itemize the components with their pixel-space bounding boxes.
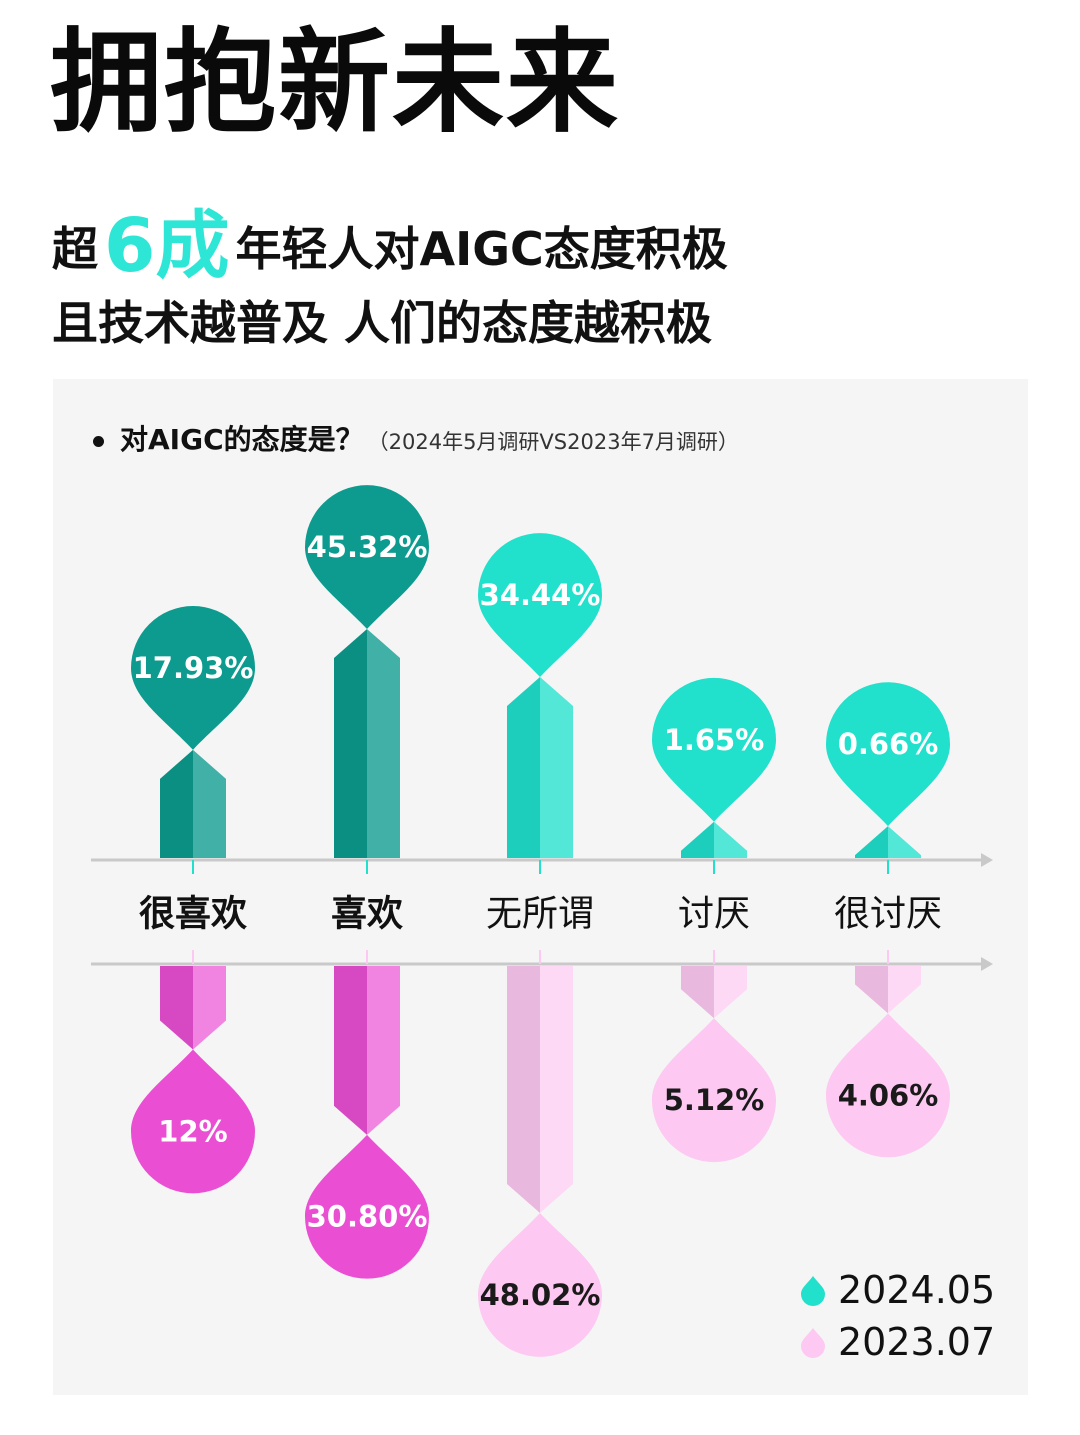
bar-right-face xyxy=(540,966,573,1213)
data-label: 1.65% xyxy=(664,723,765,757)
axis-arrow-icon xyxy=(981,853,993,867)
chart-panel: 对AIGC的态度是？ （2024年5月调研VS2023年7月调研） 很喜欢 喜欢 无所… xyxy=(53,379,1028,1395)
chart-question: 对AIGC的态度是？ （2024年5月调研VS2023年7月调研） xyxy=(93,422,739,462)
bar-left-face xyxy=(334,629,367,858)
value-drop xyxy=(305,485,429,629)
legend-label: 2023.07 xyxy=(838,1320,995,1364)
headline-suffix: 年轻人对AIGC态度积极 xyxy=(235,222,728,276)
category-label: 讨厌 xyxy=(678,894,750,935)
bar-right-face xyxy=(193,749,226,858)
value-drop xyxy=(826,1013,950,1158)
page-title: 拥抱新未来 xyxy=(50,18,620,148)
bar-left-face xyxy=(855,966,888,1014)
value-drop xyxy=(477,533,602,678)
value-drop xyxy=(477,1213,602,1357)
bar-left-face xyxy=(334,966,367,1135)
headline-highlight: 6成 xyxy=(104,203,230,289)
bar-right-face xyxy=(714,821,747,858)
bar-right-face xyxy=(367,966,400,1135)
bar-left-face xyxy=(681,821,714,858)
data-label: 0.66% xyxy=(838,727,939,761)
headline-line-2: 且技术越普及 人们的态度越积极 xyxy=(52,296,713,350)
value-drop xyxy=(305,1134,429,1279)
bar-right-face xyxy=(714,966,747,1019)
bar-left-face xyxy=(681,966,714,1019)
axis-arrow-icon xyxy=(981,957,993,971)
headline-line-1: 超6成 年轻人对AIGC态度积极 xyxy=(52,196,728,299)
bar-left-face xyxy=(507,966,540,1213)
category-label: 很讨厌 xyxy=(834,894,942,935)
bar-right-face xyxy=(888,966,921,1014)
bar-left-face xyxy=(855,826,888,858)
data-label: 34.44% xyxy=(480,578,601,612)
bar-right-face xyxy=(540,677,573,858)
data-label: 12% xyxy=(158,1114,227,1148)
category-label: 喜欢 xyxy=(331,894,403,935)
data-label: 17.93% xyxy=(133,651,254,685)
attitude-chart: 很喜欢 喜欢 无所谓 讨厌 很讨厌 17.93% 45.32% 34.44% 1.65% 0.66… xyxy=(91,485,995,1364)
legend-drop-icon xyxy=(801,1328,825,1358)
bar-right-face xyxy=(367,629,400,858)
headline-prefix: 超 xyxy=(52,222,98,276)
data-label: 45.32% xyxy=(307,530,428,564)
data-label: 5.12% xyxy=(664,1083,765,1117)
bar-right-face xyxy=(888,826,921,858)
data-label: 30.80% xyxy=(307,1200,428,1234)
legend-drop-icon xyxy=(801,1276,825,1306)
legend-label: 2024.05 xyxy=(838,1268,995,1312)
question-text: 对AIGC的态度是？ xyxy=(120,423,364,456)
data-label: 4.06% xyxy=(838,1078,939,1112)
question-note: （2024年5月调研VS2023年7月调研） xyxy=(367,430,739,454)
value-drop xyxy=(131,1049,255,1194)
value-drop xyxy=(652,1018,776,1163)
value-drop xyxy=(652,677,776,822)
bar-left-face xyxy=(507,677,540,858)
bar-left-face xyxy=(160,966,193,1050)
data-label: 48.02% xyxy=(480,1278,601,1312)
bar-left-face xyxy=(160,749,193,858)
bullet-icon xyxy=(93,436,104,447)
category-label: 很喜欢 xyxy=(139,894,247,935)
value-drop xyxy=(826,682,950,827)
value-drop xyxy=(131,606,255,750)
category-label: 无所谓 xyxy=(486,894,594,935)
bar-right-face xyxy=(193,966,226,1050)
